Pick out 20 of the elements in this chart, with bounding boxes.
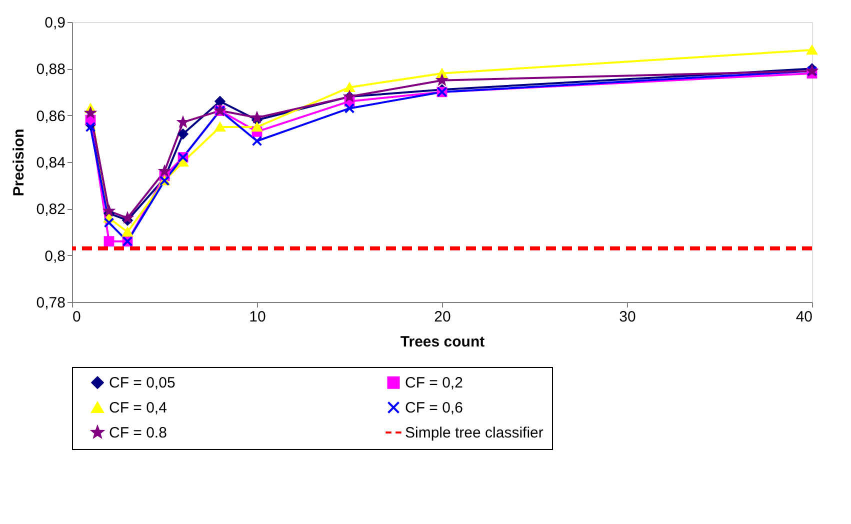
x-tick-label: 30 [619,308,636,326]
x-tick-label: 0 [72,308,81,326]
legend-label: CF = 0,2 [405,374,463,392]
y-tick-label: 0,9 [44,14,66,32]
y-tick-label: 0,82 [36,201,66,218]
legend-label: Simple tree classifier [405,424,544,442]
legend-label: CF = 0.8 [109,424,167,442]
y-axis-title: Precision [10,128,28,196]
y-tick-label: 0,8 [44,248,66,265]
y-tick-label: 0,78 [36,294,66,312]
x-axis-title: Trees count [400,334,485,350]
legend-label: CF = 0,05 [109,374,176,392]
y-tick-label: 0,84 [36,154,66,172]
x-tick-label: 10 [249,308,266,326]
y-tick-label: 0,88 [36,61,66,78]
legend-label: CF = 0,6 [405,400,463,416]
x-tick-label: 40 [796,308,812,326]
legend-label: CF = 0,4 [109,400,167,416]
y-tick-label: 0,86 [36,108,66,125]
x-tick-label: 20 [434,308,451,326]
